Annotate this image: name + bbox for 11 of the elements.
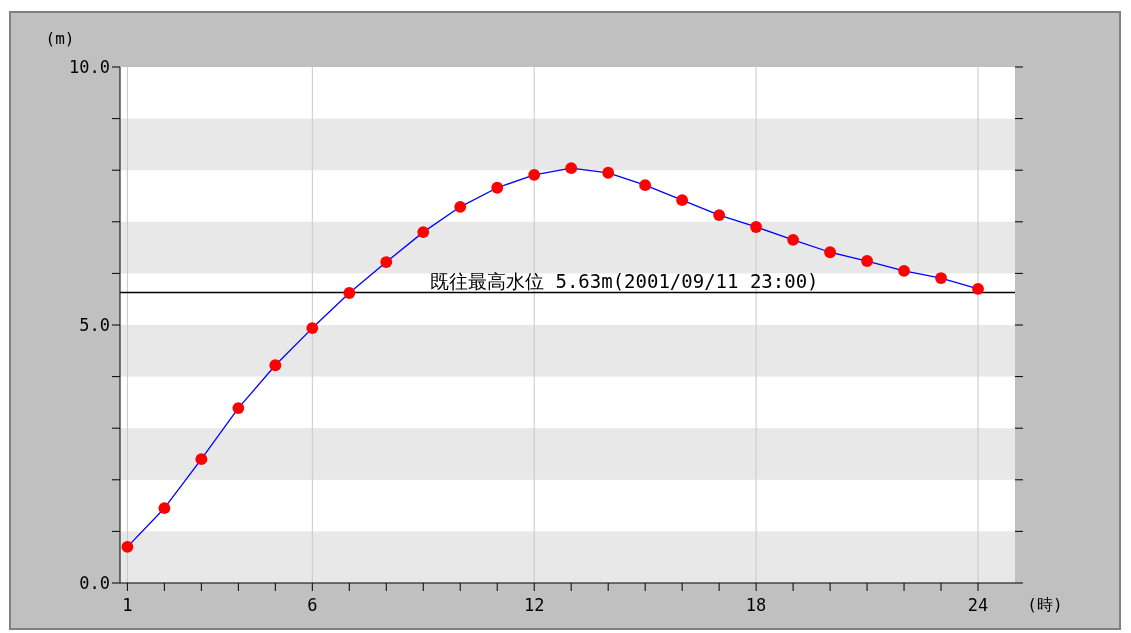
x-tick-label: 12 (523, 595, 545, 615)
y-tick-label: 5.0 (79, 314, 110, 335)
x-tick-label: 6 (307, 595, 318, 615)
x-tick-label: 18 (745, 595, 767, 615)
ref-line-label: 既往最高水位 5.63m(2001/09/11 23:00) (430, 270, 819, 293)
x-tick-label: 1 (122, 595, 133, 615)
x-tick-label: 24 (967, 595, 989, 615)
y-tick-label: 10.0 (69, 56, 110, 77)
x-axis-title: (時) (1027, 595, 1063, 614)
y-axis-title: (m) (45, 29, 75, 48)
y-tick-label: 0.0 (79, 572, 110, 593)
